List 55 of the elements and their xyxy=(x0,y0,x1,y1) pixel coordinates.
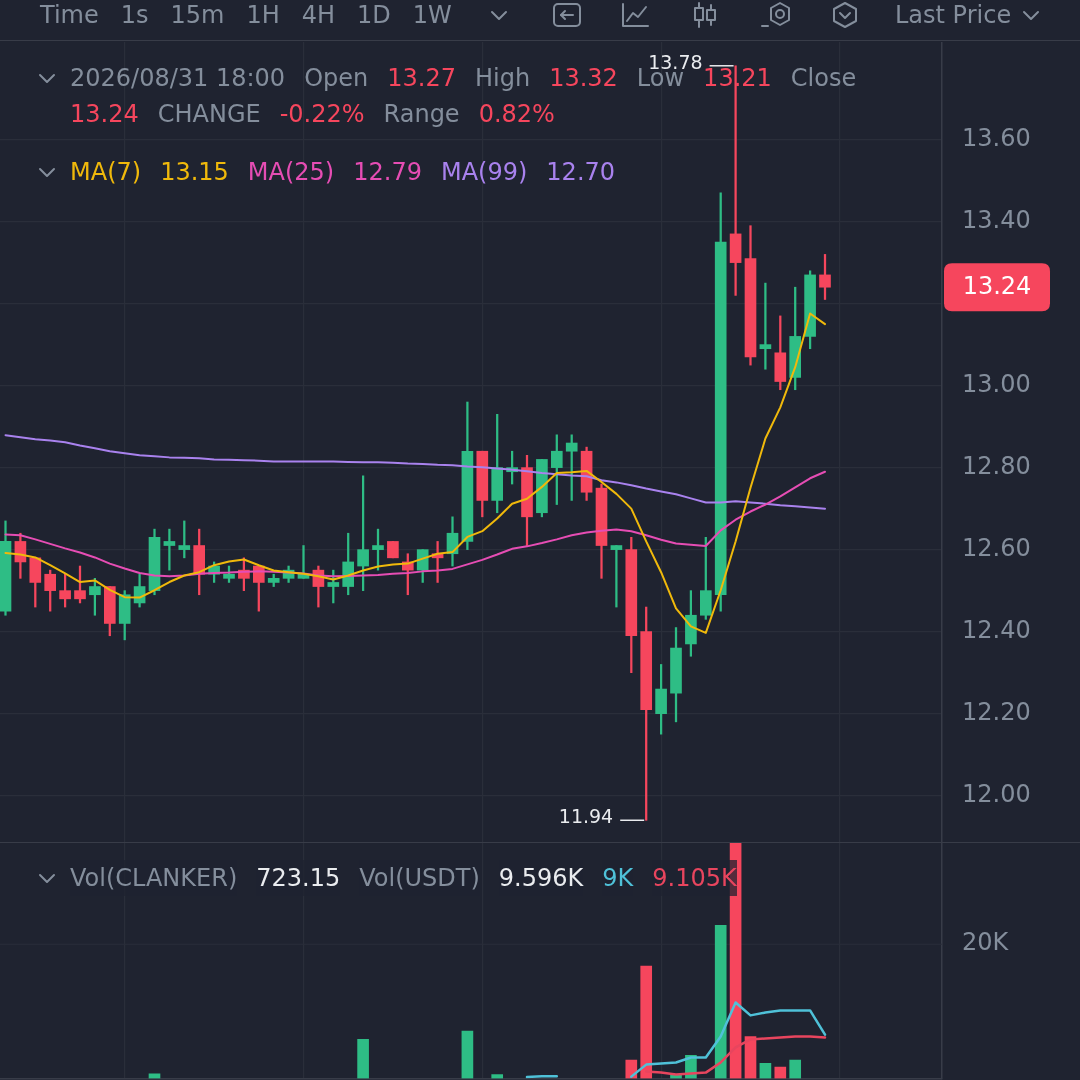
y-tick-label: 12.20 xyxy=(962,697,1031,726)
annotation: Open xyxy=(304,63,369,94)
ref-line-label: 20K xyxy=(962,928,1010,957)
annotation: 723.15 xyxy=(256,860,341,896)
annotation: Range xyxy=(383,99,460,130)
text: 15m xyxy=(170,0,225,30)
annotation: High xyxy=(474,63,531,94)
bar xyxy=(148,1073,161,1079)
text: 4H xyxy=(301,0,336,30)
text: 1D xyxy=(357,0,391,30)
annotation: 9K xyxy=(602,860,634,896)
y-tick-label: 12.80 xyxy=(962,451,1031,480)
y-tick-label: 12.40 xyxy=(962,615,1031,644)
text: 13.24 xyxy=(962,272,1032,301)
y-tick-label: 13.00 xyxy=(962,369,1031,398)
y-tick-label: 12.60 xyxy=(962,533,1031,562)
y-tick-label: 13.60 xyxy=(962,123,1031,152)
text: 1W xyxy=(412,0,452,30)
annotation: Vol(CLANKER) xyxy=(70,860,238,896)
annotation: -0.22% xyxy=(279,99,365,130)
candlestick xyxy=(610,545,623,608)
bar xyxy=(491,1074,504,1079)
annotation: 13.24 xyxy=(70,99,139,130)
annotation: 13.27 xyxy=(387,63,456,94)
text: 1H xyxy=(246,0,280,30)
y-tick-label: 13.40 xyxy=(962,205,1031,234)
bar xyxy=(461,1030,474,1079)
annotation: 0.82% xyxy=(478,99,555,130)
annotation: CHANGE xyxy=(157,99,261,130)
bar xyxy=(640,965,653,1079)
text: MA(7) xyxy=(70,157,142,188)
annotation: 12.70 xyxy=(546,157,616,188)
bar xyxy=(357,1039,369,1079)
annotation: 9.596K xyxy=(498,860,584,896)
annotation: 9.105K xyxy=(652,860,737,896)
text: MA(99) xyxy=(440,157,528,188)
annotation: 13.15 xyxy=(160,157,229,188)
candlestick xyxy=(759,282,772,370)
annotation: Close xyxy=(790,63,857,94)
text: 1s xyxy=(120,0,149,30)
annotation: 13.78 xyxy=(648,50,703,73)
bar xyxy=(774,1066,787,1079)
bar xyxy=(714,925,727,1079)
bar xyxy=(789,1059,802,1079)
annotation: 2026/08/31 18:00 xyxy=(70,63,286,94)
y-tick-label: 12.00 xyxy=(962,779,1031,808)
annotation: 11.94 xyxy=(558,805,614,828)
candlestick xyxy=(163,528,176,571)
text: Last Price xyxy=(895,0,1012,30)
text: MA(25) xyxy=(247,157,335,188)
bar xyxy=(759,1063,772,1079)
annotation: 13.32 xyxy=(549,63,618,94)
text: Time xyxy=(40,0,99,30)
annotation: 12.79 xyxy=(353,157,422,188)
annotation: Vol(USDT) xyxy=(359,860,480,896)
